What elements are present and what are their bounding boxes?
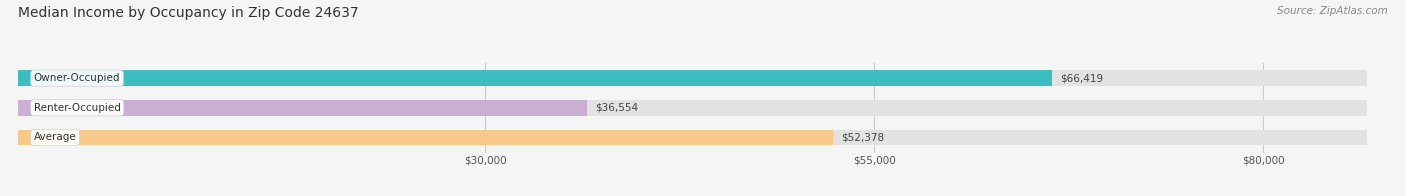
Text: $36,554: $36,554 xyxy=(595,103,638,113)
Bar xyxy=(18,130,834,145)
Text: Owner-Occupied: Owner-Occupied xyxy=(34,73,121,83)
Bar xyxy=(18,100,1367,115)
Text: Renter-Occupied: Renter-Occupied xyxy=(34,103,121,113)
Text: Median Income by Occupancy in Zip Code 24637: Median Income by Occupancy in Zip Code 2… xyxy=(18,6,359,20)
Text: Average: Average xyxy=(34,132,76,142)
Text: Source: ZipAtlas.com: Source: ZipAtlas.com xyxy=(1277,6,1388,16)
Bar xyxy=(18,100,588,115)
Bar xyxy=(18,130,1367,145)
Text: $66,419: $66,419 xyxy=(1060,73,1102,83)
Bar xyxy=(18,70,1367,86)
Text: $52,378: $52,378 xyxy=(841,132,884,142)
Bar xyxy=(18,70,1052,86)
